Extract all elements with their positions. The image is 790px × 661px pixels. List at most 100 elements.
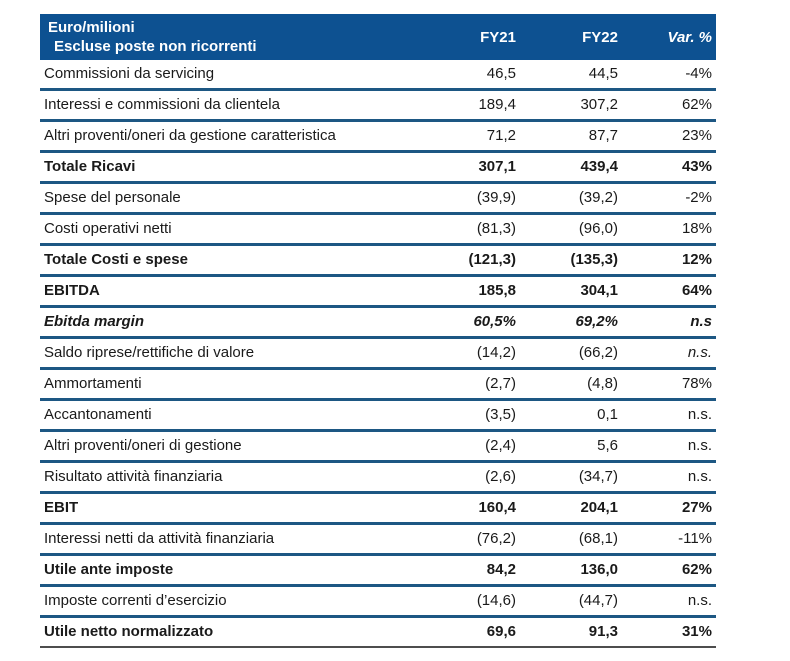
fy22-value: (96,0) — [578, 220, 618, 237]
fy21-value: (2,6) — [485, 468, 516, 485]
fy22-value: 91,3 — [588, 623, 618, 640]
var-value: 18% — [681, 220, 712, 237]
row-label: Interessi netti da attività finanziaria — [44, 530, 275, 547]
var-value: n.s. — [687, 468, 712, 485]
fy22-value: (68,1) — [578, 530, 618, 547]
var-value: -2% — [685, 189, 712, 206]
row-label: Accantonamenti — [44, 406, 152, 423]
table-row: Totale Costi e spese (121,3) (135,3) 12% — [40, 246, 716, 277]
row-label: Utile ante imposte — [44, 561, 174, 578]
fy22-value: (135,3) — [570, 251, 618, 268]
var-value: 23% — [681, 127, 712, 144]
column-header-fy21: FY21 — [480, 28, 516, 46]
row-label: EBITDA — [44, 282, 100, 299]
var-value: n.s. — [687, 406, 712, 423]
var-value: 62% — [681, 561, 712, 578]
table-row: EBITDA 185,8 304,1 64% — [40, 277, 716, 308]
fy21-value: 160,4 — [478, 499, 516, 516]
var-value: n.s. — [687, 437, 712, 454]
table-row: Commissioni da servicing 46,5 44,5 -4% — [40, 60, 716, 91]
row-label: Commissioni da servicing — [44, 65, 215, 82]
table-row: Utile netto normalizzato 69,6 91,3 31% — [40, 618, 716, 648]
fy22-value: 204,1 — [580, 499, 618, 516]
table-title-line2: Escluse poste non ricorrenti — [54, 38, 257, 55]
row-label: Imposte correnti d’esercizio — [44, 592, 227, 609]
row-label: Altri proventi/oneri di gestione — [44, 437, 242, 454]
var-value: 43% — [681, 158, 712, 175]
financial-table: Euro/milioni Escluse poste non ricorrent… — [40, 14, 716, 648]
table-title-line1: Euro/milioni — [48, 19, 135, 36]
table-row: EBIT 160,4 204,1 27% — [40, 494, 716, 525]
var-value: 31% — [681, 623, 712, 640]
fy22-value: (4,8) — [587, 375, 618, 392]
table-row: Totale Ricavi 307,1 439,4 43% — [40, 153, 716, 184]
fy21-value: 84,2 — [486, 561, 516, 578]
table-row: Spese del personale (39,9) (39,2) -2% — [40, 184, 716, 215]
fy21-value: 46,5 — [486, 65, 516, 82]
table-row: Ammortamenti (2,7) (4,8) 78% — [40, 370, 716, 401]
var-value: n.s. — [687, 592, 712, 609]
fy22-value: (66,2) — [578, 344, 618, 361]
table-row: Accantonamenti (3,5) 0,1 n.s. — [40, 401, 716, 432]
fy21-value: (2,7) — [485, 375, 516, 392]
var-value: 12% — [681, 251, 712, 268]
row-label: Costi operativi netti — [44, 220, 172, 237]
fy21-value: 71,2 — [486, 127, 516, 144]
fy22-value: (34,7) — [578, 468, 618, 485]
row-label: Risultato attività finanziaria — [44, 468, 223, 485]
fy22-value: 0,1 — [597, 406, 618, 423]
fy22-value: 44,5 — [588, 65, 618, 82]
fy21-value: (14,6) — [476, 592, 516, 609]
var-value: 27% — [681, 499, 712, 516]
var-value: -4% — [685, 65, 712, 82]
table-row: Imposte correnti d’esercizio (14,6) (44,7)… — [40, 587, 716, 618]
fy22-value: 69,2% — [575, 313, 618, 330]
var-value: n.s — [690, 313, 712, 330]
row-label: Altri proventi/oneri da gestione caratte… — [44, 127, 336, 144]
table-row: Interessi e commissioni da clientela 189,… — [40, 91, 716, 122]
var-value: -11% — [678, 530, 712, 547]
column-header-fy22: FY22 — [582, 28, 618, 46]
var-value: n.s. — [687, 344, 712, 361]
row-label: Utile netto normalizzato — [44, 623, 214, 640]
table-header: Euro/milioni Escluse poste non ricorrent… — [40, 14, 716, 60]
fy21-value: (2,4) — [485, 437, 516, 454]
table-row: Altri proventi/oneri da gestione caratte… — [40, 122, 716, 153]
fy22-value: 439,4 — [580, 158, 618, 175]
fy21-value: (3,5) — [485, 406, 516, 423]
fy21-value: 69,6 — [486, 623, 516, 640]
row-label: Interessi e commissioni da clientela — [44, 96, 280, 113]
fy21-value: (14,2) — [476, 344, 516, 361]
table-row: Saldo riprese/rettifiche di valore (14,2)… — [40, 339, 716, 370]
row-label: Totale Costi e spese — [44, 251, 188, 268]
table-row: Costi operativi netti (81,3) (96,0) 18% — [40, 215, 716, 246]
fy21-value: (121,3) — [468, 251, 516, 268]
table-row: Altri proventi/oneri di gestione (2,4) 5,6… — [40, 432, 716, 463]
table-row: Ebitda margin 60,5% 69,2% n.s — [40, 308, 716, 339]
table-title: Euro/milioni Escluse poste non ricorrent… — [40, 18, 400, 56]
row-label: Saldo riprese/rettifiche di valore — [44, 344, 255, 361]
row-label: Ebitda margin — [44, 313, 145, 330]
row-label: EBIT — [44, 499, 79, 516]
fy22-value: (44,7) — [578, 592, 618, 609]
table-body: Commissioni da servicing 46,5 44,5 -4% Inter… — [40, 60, 716, 648]
table-row: Risultato attività finanziaria (2,6) (34,7… — [40, 463, 716, 494]
fy21-value: 189,4 — [478, 96, 516, 113]
var-value: 62% — [681, 96, 712, 113]
table-row: Utile ante imposte 84,2 136,0 62% — [40, 556, 716, 587]
fy22-value: (39,2) — [578, 189, 618, 206]
row-label: Totale Ricavi — [44, 158, 136, 175]
table-row: Interessi netti da attività finanziaria (… — [40, 525, 716, 556]
fy21-value: 307,1 — [478, 158, 516, 175]
var-value: 78% — [681, 375, 712, 392]
column-header-var: Var. % — [667, 28, 712, 46]
fy22-value: 5,6 — [597, 437, 618, 454]
fy21-value: (39,9) — [476, 189, 516, 206]
fy21-value: (81,3) — [476, 220, 516, 237]
var-value: 64% — [681, 282, 712, 299]
fy22-value: 307,2 — [580, 96, 618, 113]
row-label: Spese del personale — [44, 189, 181, 206]
fy22-value: 87,7 — [588, 127, 618, 144]
fy21-value: 60,5% — [473, 313, 516, 330]
row-label: Ammortamenti — [44, 375, 142, 392]
